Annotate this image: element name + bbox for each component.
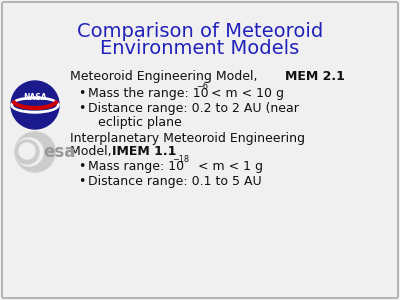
Text: Meteoroid Engineering Model,: Meteoroid Engineering Model,	[70, 70, 262, 83]
Text: −18: −18	[172, 155, 189, 164]
Text: < m < 10 g: < m < 10 g	[207, 87, 284, 100]
Ellipse shape	[14, 100, 56, 110]
Text: < m < 1 g: < m < 1 g	[190, 160, 263, 173]
Text: •: •	[78, 175, 85, 188]
Text: MEM 2.1: MEM 2.1	[285, 70, 345, 83]
Circle shape	[15, 138, 43, 166]
Text: •: •	[78, 160, 85, 173]
Text: •: •	[78, 102, 85, 115]
Text: esa: esa	[43, 143, 75, 161]
Text: Model,: Model,	[70, 145, 116, 158]
Text: NASA: NASA	[23, 94, 47, 103]
Text: •: •	[78, 87, 85, 100]
Text: −6: −6	[196, 82, 208, 91]
Text: Comparison of Meteoroid: Comparison of Meteoroid	[77, 22, 323, 41]
Text: Mass range: 10: Mass range: 10	[88, 160, 184, 173]
Text: Mass the range: 10: Mass the range: 10	[88, 87, 209, 100]
Text: Environment Models: Environment Models	[100, 39, 300, 58]
Circle shape	[11, 81, 59, 129]
Text: Distance range: 0.1 to 5 AU: Distance range: 0.1 to 5 AU	[88, 175, 262, 188]
Text: Distance range: 0.2 to 2 AU (near: Distance range: 0.2 to 2 AU (near	[88, 102, 299, 115]
Text: ecliptic plane: ecliptic plane	[98, 116, 182, 129]
Text: IMEM 1.1: IMEM 1.1	[112, 145, 176, 158]
Circle shape	[19, 143, 35, 159]
FancyBboxPatch shape	[2, 2, 398, 298]
Ellipse shape	[11, 97, 59, 113]
Circle shape	[15, 132, 55, 172]
Text: Interplanetary Meteoroid Engineering: Interplanetary Meteoroid Engineering	[70, 132, 305, 145]
Circle shape	[15, 140, 39, 164]
